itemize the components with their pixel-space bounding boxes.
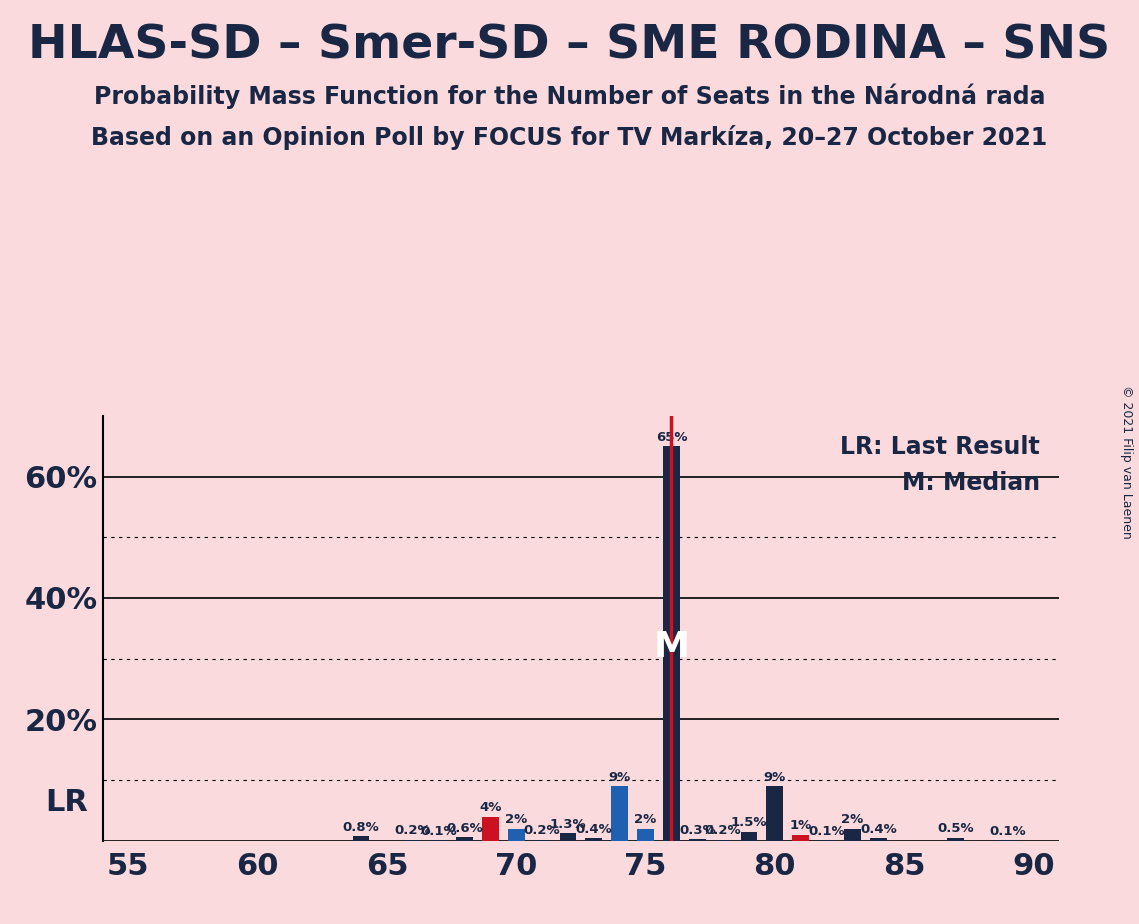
Bar — [508, 829, 525, 841]
Bar — [482, 817, 499, 841]
Text: 0.1%: 0.1% — [809, 825, 845, 838]
Text: 1.3%: 1.3% — [550, 818, 587, 831]
Bar — [948, 838, 965, 841]
Bar — [714, 840, 731, 841]
Text: © 2021 Filip van Laenen: © 2021 Filip van Laenen — [1121, 385, 1133, 539]
Text: 0.2%: 0.2% — [394, 824, 432, 837]
Bar — [793, 834, 809, 841]
Text: 0.3%: 0.3% — [679, 823, 715, 836]
Text: LR: Last Result: LR: Last Result — [841, 435, 1040, 459]
Text: 2%: 2% — [505, 813, 527, 826]
Text: 2%: 2% — [634, 813, 657, 826]
Text: 0.2%: 0.2% — [524, 824, 560, 837]
Bar — [456, 837, 473, 841]
Bar — [353, 836, 369, 841]
Bar — [404, 840, 421, 841]
Text: 0.2%: 0.2% — [705, 824, 741, 837]
Text: 9%: 9% — [764, 771, 786, 784]
Text: 0.8%: 0.8% — [343, 821, 379, 833]
Bar — [612, 786, 628, 841]
Bar — [534, 840, 550, 841]
Bar — [559, 833, 576, 841]
Text: 65%: 65% — [656, 431, 687, 444]
Text: 0.1%: 0.1% — [990, 825, 1026, 838]
Text: 0.6%: 0.6% — [446, 821, 483, 834]
Bar — [767, 786, 784, 841]
Text: M: Median: M: Median — [902, 471, 1040, 495]
Bar — [585, 838, 603, 841]
Text: 0.5%: 0.5% — [937, 822, 974, 835]
Bar — [663, 446, 680, 841]
Text: Based on an Opinion Poll by FOCUS for TV Markíza, 20–27 October 2021: Based on an Opinion Poll by FOCUS for TV… — [91, 125, 1048, 150]
Text: HLAS-SD – Smer-SD – SME RODINA – SNS: HLAS-SD – Smer-SD – SME RODINA – SNS — [28, 23, 1111, 68]
Text: 0.4%: 0.4% — [575, 823, 612, 836]
Text: LR: LR — [46, 788, 88, 817]
Text: M: M — [654, 629, 689, 663]
Bar — [870, 838, 886, 841]
Text: 1.5%: 1.5% — [731, 816, 768, 830]
Bar — [637, 829, 654, 841]
Text: Probability Mass Function for the Number of Seats in the Národná rada: Probability Mass Function for the Number… — [93, 83, 1046, 109]
Text: 0.4%: 0.4% — [860, 823, 896, 836]
Text: 2%: 2% — [842, 813, 863, 826]
Bar — [844, 829, 861, 841]
Bar — [740, 832, 757, 841]
Text: 1%: 1% — [789, 820, 812, 833]
Bar — [689, 839, 706, 841]
Text: 0.1%: 0.1% — [420, 825, 457, 838]
Text: 9%: 9% — [608, 771, 631, 784]
Text: 4%: 4% — [480, 801, 501, 814]
